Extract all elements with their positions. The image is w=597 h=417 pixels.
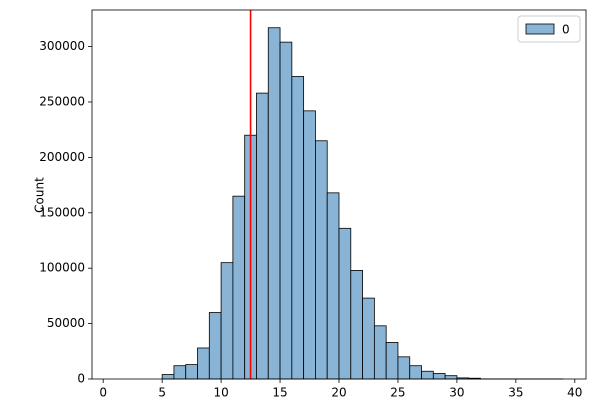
x-tick-label: 0 <box>99 386 107 400</box>
legend-swatch <box>526 24 554 34</box>
bar <box>433 373 445 379</box>
bar <box>280 42 292 379</box>
bar <box>292 76 304 379</box>
bar <box>422 371 434 379</box>
y-tick-label: 50000 <box>47 316 85 330</box>
bar <box>256 93 268 379</box>
bar <box>327 193 339 379</box>
bar <box>304 111 316 379</box>
x-tick-label: 5 <box>158 386 166 400</box>
bar <box>315 141 327 379</box>
bar <box>221 263 233 379</box>
bar <box>445 376 457 379</box>
y-tick-label: 250000 <box>39 94 85 108</box>
bar <box>198 348 210 379</box>
bar <box>339 228 351 379</box>
bar <box>268 28 280 379</box>
y-tick-label: 0 <box>77 372 85 386</box>
y-tick-label: 200000 <box>39 150 85 164</box>
y-tick-label: 150000 <box>39 205 85 219</box>
bar <box>398 357 410 379</box>
x-tick-label: 25 <box>390 386 405 400</box>
x-tick-label: 20 <box>331 386 346 400</box>
x-tick-label: 40 <box>567 386 582 400</box>
bar <box>233 196 245 379</box>
x-tick-label: 30 <box>449 386 464 400</box>
y-tick-label: 300000 <box>39 39 85 53</box>
bar <box>410 366 422 379</box>
bar <box>374 326 386 379</box>
y-tick-label: 100000 <box>39 261 85 275</box>
bar <box>186 365 198 379</box>
bar <box>386 342 398 379</box>
bar <box>174 366 186 379</box>
x-tick-label: 15 <box>272 386 287 400</box>
bar <box>363 298 375 379</box>
legend-label: 0 <box>562 23 570 37</box>
x-tick-label: 35 <box>508 386 523 400</box>
bar <box>162 375 174 379</box>
x-tick-label: 10 <box>213 386 228 400</box>
bar <box>351 270 363 379</box>
bar <box>209 313 221 379</box>
